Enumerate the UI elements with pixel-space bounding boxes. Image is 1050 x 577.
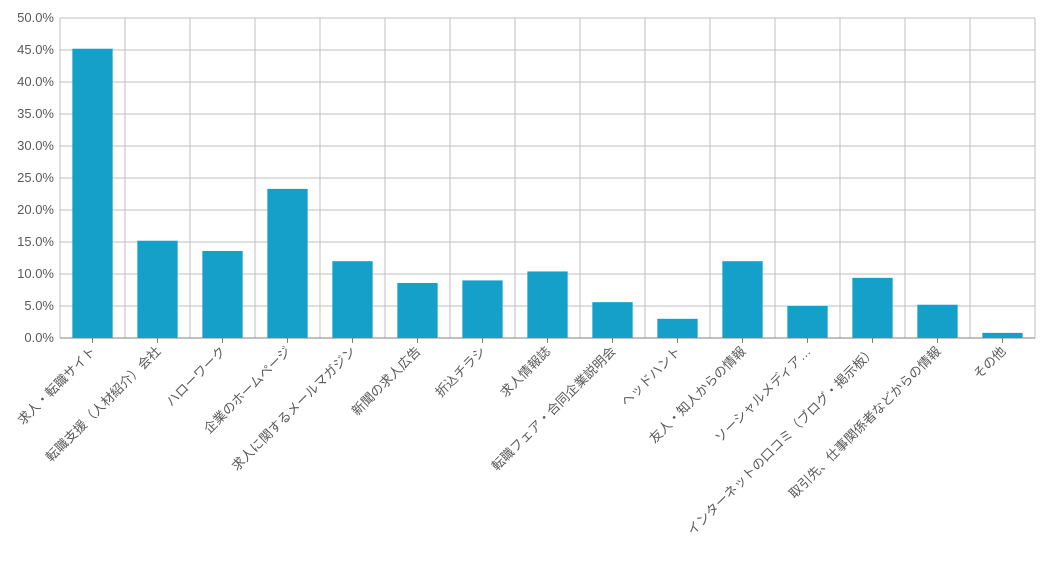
bar <box>72 49 112 338</box>
x-tick-label: その他 <box>970 344 1008 382</box>
bar <box>462 280 502 338</box>
x-tick-label: ハローワーク <box>163 344 229 410</box>
x-tick-label: 新聞の求人広告 <box>349 344 424 419</box>
bar <box>332 261 372 338</box>
bar <box>657 319 697 338</box>
bar <box>722 261 762 338</box>
x-tick-label: 求人情報誌 <box>497 344 554 401</box>
bar <box>267 189 307 338</box>
bar-chart: 0.0% 5.0% 10.0% 15.0% 20.0% 25.0% 30.0% 35.0% 40… <box>0 0 1050 577</box>
bar <box>787 306 827 338</box>
y-tick-label: 0.0% <box>24 330 54 345</box>
y-tick-label: 15.0% <box>17 234 54 249</box>
bar <box>137 241 177 338</box>
y-tick-label: 45.0% <box>17 42 54 57</box>
y-tick-label: 35.0% <box>17 106 54 121</box>
y-tick-label: 30.0% <box>17 138 54 153</box>
y-tick-label: 20.0% <box>17 202 54 217</box>
y-tick-label: 40.0% <box>17 74 54 89</box>
y-tick-label: 50.0% <box>17 10 54 25</box>
x-tick-label: 求人に関するメールマガジン <box>229 344 359 474</box>
y-tick-label: 5.0% <box>24 298 54 313</box>
chart-container: 0.0% 5.0% 10.0% 15.0% 20.0% 25.0% 30.0% 35.0% 40… <box>0 0 1050 577</box>
bar <box>852 278 892 338</box>
x-tick-label: 転職支援（人材紹介）会社 <box>43 344 164 465</box>
x-tick-label: 折込チラシ <box>432 344 488 400</box>
y-tick-label: 10.0% <box>17 266 54 281</box>
bar <box>917 305 957 338</box>
y-tick-label: 25.0% <box>17 170 54 185</box>
bar <box>527 271 567 338</box>
bar <box>592 302 632 338</box>
x-tick-label: 転職フェア・合同企業説明会 <box>489 344 619 474</box>
bar <box>202 251 242 338</box>
bar <box>982 333 1022 338</box>
x-tick-label: ヘッドハント <box>618 344 684 410</box>
bar <box>397 283 437 338</box>
